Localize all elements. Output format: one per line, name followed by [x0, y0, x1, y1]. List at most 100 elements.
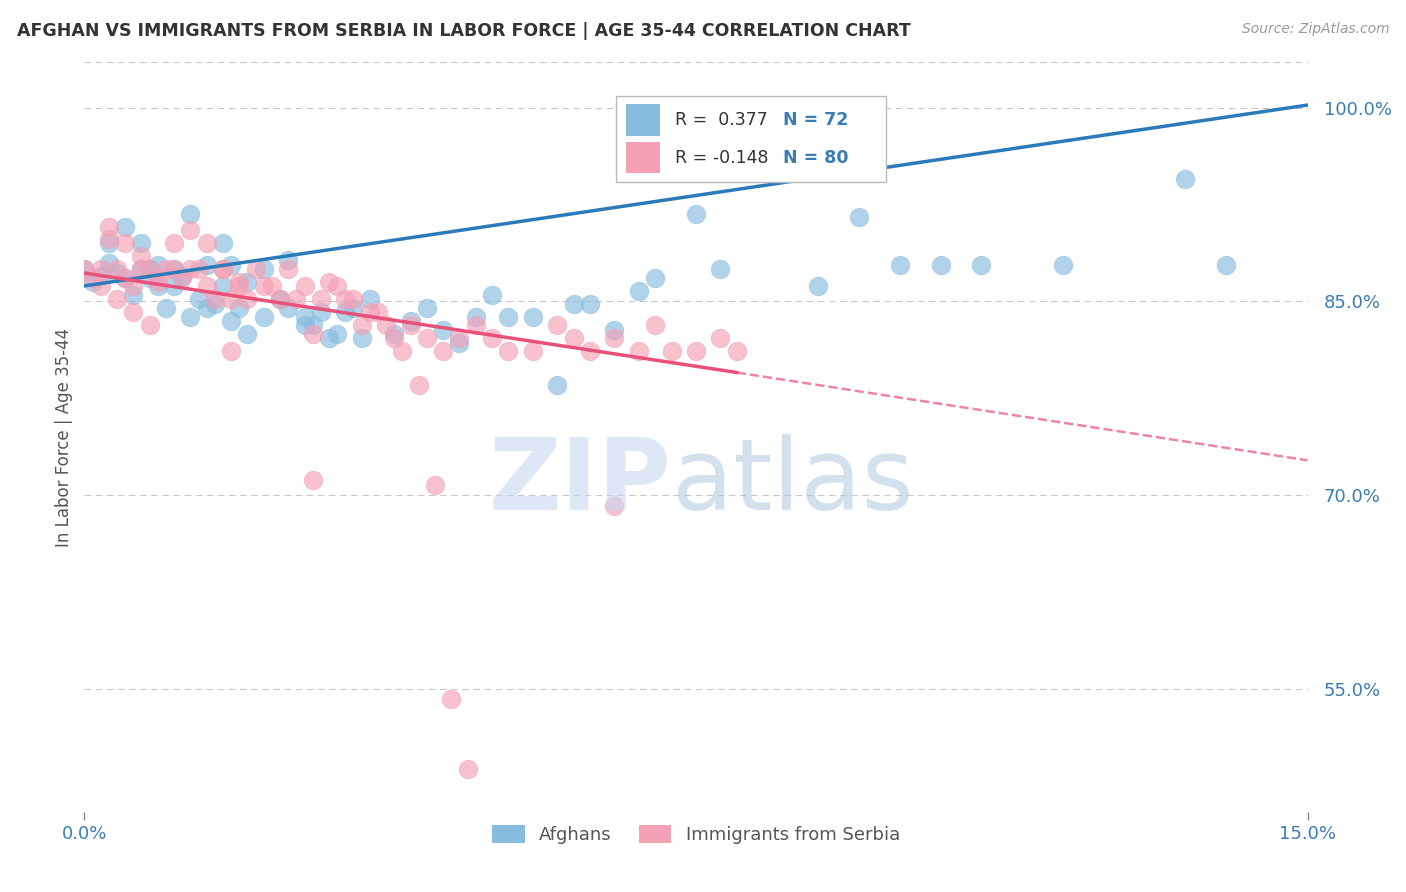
Text: ZIP: ZIP: [489, 434, 672, 531]
Point: [709, 330, 731, 344]
Point: [432, 323, 454, 337]
Point: [228, 279, 250, 293]
Point: [155, 262, 177, 277]
Point: [382, 330, 405, 344]
Point: [350, 318, 373, 332]
Point: [457, 762, 479, 776]
Point: [245, 262, 267, 277]
Point: [1215, 258, 1237, 272]
Text: Source: ZipAtlas.com: Source: ZipAtlas.com: [1241, 22, 1389, 37]
Point: [138, 271, 160, 285]
Point: [138, 262, 160, 277]
Point: [644, 318, 666, 332]
Point: [179, 262, 201, 277]
Point: [661, 343, 683, 358]
Point: [627, 284, 650, 298]
Point: [294, 279, 316, 293]
Point: [82, 275, 104, 289]
Point: [163, 279, 186, 293]
Text: R =  0.377: R = 0.377: [675, 112, 768, 129]
Point: [301, 326, 323, 341]
Point: [318, 275, 340, 289]
Point: [399, 318, 422, 332]
Y-axis label: In Labor Force | Age 35-44: In Labor Force | Age 35-44: [55, 327, 73, 547]
Point: [464, 310, 486, 324]
Point: [105, 262, 128, 277]
Point: [138, 262, 160, 277]
Point: [603, 323, 626, 337]
Point: [253, 310, 276, 324]
Point: [172, 271, 194, 285]
Point: [416, 330, 439, 344]
Point: [382, 326, 405, 341]
Point: [1052, 258, 1074, 272]
Point: [179, 223, 201, 237]
Legend: Afghans, Immigrants from Serbia: Afghans, Immigrants from Serbia: [485, 818, 907, 851]
Point: [253, 262, 276, 277]
Point: [138, 318, 160, 332]
Point: [546, 378, 568, 392]
Point: [73, 262, 96, 277]
Text: atlas: atlas: [672, 434, 912, 531]
Point: [90, 262, 112, 277]
Point: [228, 301, 250, 315]
Point: [82, 271, 104, 285]
Point: [449, 335, 471, 350]
Point: [644, 271, 666, 285]
Point: [562, 330, 585, 344]
Point: [105, 292, 128, 306]
Point: [179, 310, 201, 324]
Point: [416, 301, 439, 315]
Point: [73, 262, 96, 277]
Point: [277, 301, 299, 315]
Point: [219, 292, 242, 306]
Point: [399, 314, 422, 328]
Point: [269, 292, 291, 306]
Point: [204, 292, 226, 306]
Point: [432, 343, 454, 358]
Point: [219, 258, 242, 272]
Point: [375, 318, 398, 332]
Point: [187, 262, 209, 277]
Point: [131, 236, 153, 251]
Point: [709, 262, 731, 277]
Point: [294, 318, 316, 332]
Point: [146, 258, 169, 272]
Point: [546, 318, 568, 332]
Point: [219, 343, 242, 358]
Point: [359, 305, 381, 319]
Point: [212, 236, 235, 251]
Point: [449, 330, 471, 344]
Point: [155, 301, 177, 315]
Point: [335, 292, 357, 306]
Point: [326, 279, 349, 293]
Point: [481, 330, 503, 344]
Point: [522, 343, 544, 358]
Point: [391, 343, 413, 358]
Point: [146, 279, 169, 293]
Point: [562, 297, 585, 311]
Point: [464, 318, 486, 332]
Point: [195, 301, 218, 315]
Point: [579, 297, 602, 311]
Point: [97, 255, 120, 269]
Point: [522, 310, 544, 324]
Point: [848, 211, 870, 225]
Point: [172, 268, 194, 283]
Point: [122, 305, 145, 319]
Point: [342, 301, 364, 315]
Point: [725, 343, 748, 358]
Point: [309, 305, 332, 319]
Point: [212, 279, 235, 293]
Point: [342, 292, 364, 306]
Point: [122, 279, 145, 293]
Point: [807, 279, 830, 293]
Point: [277, 262, 299, 277]
Point: [114, 271, 136, 285]
Point: [146, 275, 169, 289]
Point: [131, 262, 153, 277]
Point: [277, 253, 299, 268]
Point: [260, 279, 283, 293]
Point: [228, 275, 250, 289]
Point: [481, 288, 503, 302]
